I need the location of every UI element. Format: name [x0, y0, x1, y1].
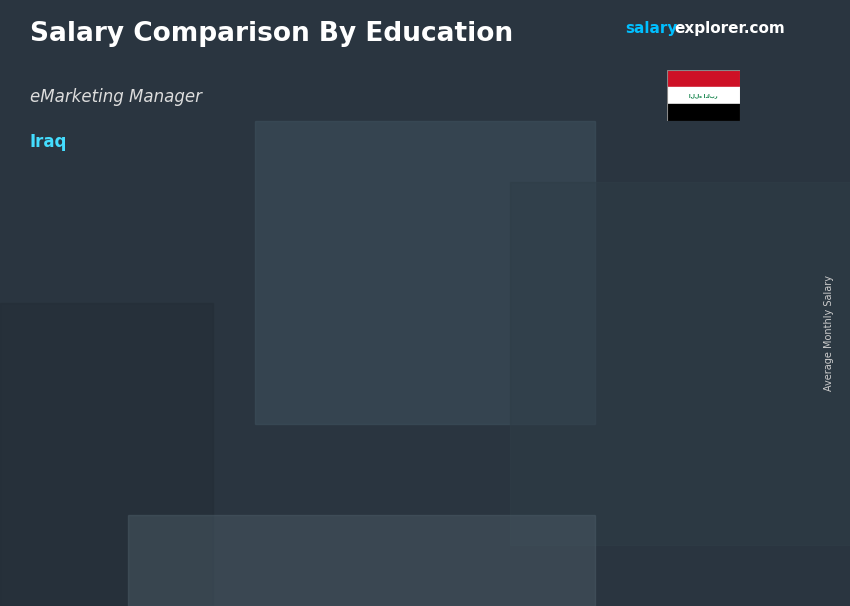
- Bar: [510, 182, 850, 545]
- Text: salary: salary: [625, 21, 677, 36]
- Text: +26%: +26%: [536, 44, 607, 65]
- Text: High School: High School: [68, 600, 158, 606]
- Polygon shape: [706, 136, 719, 576]
- Bar: [667, 70, 740, 87]
- Polygon shape: [408, 223, 541, 238]
- Polygon shape: [53, 342, 186, 357]
- Text: Iraq: Iraq: [30, 133, 67, 152]
- Text: 4,420,000 IQD: 4,420,000 IQD: [462, 121, 570, 133]
- Polygon shape: [586, 152, 706, 576]
- Polygon shape: [230, 325, 351, 576]
- Text: explorer.com: explorer.com: [674, 21, 785, 36]
- Polygon shape: [408, 238, 529, 576]
- Text: +35%: +35%: [358, 143, 429, 163]
- Text: 3,520,000 IQD: 3,520,000 IQD: [285, 207, 392, 220]
- Text: Certificate or
Diploma: Certificate or Diploma: [241, 600, 340, 606]
- Text: Average Monthly Salary: Average Monthly Salary: [824, 275, 834, 391]
- Text: Master's
Degree: Master's Degree: [614, 600, 678, 606]
- Text: 2,280,000 IQD: 2,280,000 IQD: [0, 325, 37, 339]
- Text: الله اكبر: الله اكبر: [689, 93, 717, 98]
- Text: Bachelor's
Degree: Bachelor's Degree: [429, 600, 507, 606]
- Polygon shape: [351, 310, 364, 576]
- Text: Salary Comparison By Education: Salary Comparison By Education: [30, 21, 513, 47]
- Polygon shape: [529, 223, 541, 576]
- Bar: [128, 515, 595, 606]
- Text: eMarketing Manager: eMarketing Manager: [30, 88, 201, 106]
- Polygon shape: [173, 342, 186, 576]
- Bar: [667, 87, 740, 104]
- Polygon shape: [230, 310, 364, 325]
- Text: +15%: +15%: [180, 242, 252, 262]
- Polygon shape: [53, 357, 173, 576]
- Bar: [255, 121, 595, 424]
- Bar: [667, 104, 740, 121]
- Text: 2,610,000 IQD: 2,610,000 IQD: [107, 294, 214, 307]
- Bar: [0, 303, 212, 606]
- Polygon shape: [586, 136, 719, 152]
